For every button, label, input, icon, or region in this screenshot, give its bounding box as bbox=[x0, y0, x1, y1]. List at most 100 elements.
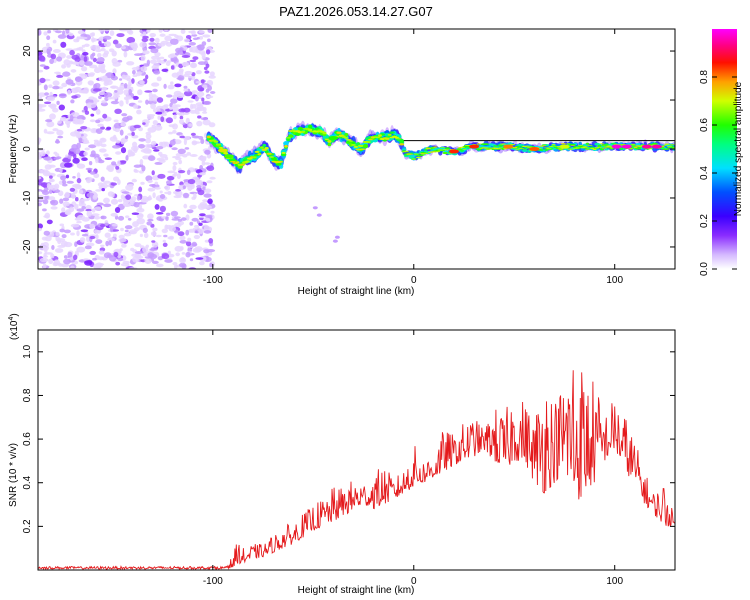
ridge-cell bbox=[442, 151, 448, 155]
noise-cell bbox=[132, 141, 138, 148]
ridge-cell bbox=[368, 138, 373, 141]
ridge-cell bbox=[297, 126, 304, 131]
noise-cell bbox=[39, 64, 46, 67]
noise-cell bbox=[131, 212, 140, 215]
ridge-cell bbox=[662, 144, 667, 146]
noise-cell bbox=[149, 37, 155, 42]
noise-cell bbox=[71, 61, 80, 65]
noise-cell bbox=[185, 241, 192, 247]
noise-cell bbox=[38, 55, 46, 62]
noise-cell bbox=[147, 127, 157, 133]
ridge-cell bbox=[493, 145, 499, 147]
noise-cell bbox=[207, 38, 211, 43]
noise-cell bbox=[140, 54, 146, 62]
ridge-cell bbox=[498, 147, 503, 149]
spectrogram-x-axis-label: Height of straight line (km) bbox=[298, 286, 415, 297]
noise-cell bbox=[152, 260, 159, 264]
noise-cell bbox=[88, 144, 97, 149]
noise-cell bbox=[66, 55, 72, 59]
noise-cell bbox=[140, 198, 149, 203]
noise-cell bbox=[142, 227, 148, 233]
noise-cell bbox=[133, 124, 141, 129]
ridge-cell bbox=[351, 144, 356, 146]
noise-cell bbox=[59, 167, 63, 173]
noise-cell bbox=[80, 126, 88, 130]
ridge-cell bbox=[483, 143, 489, 146]
noise-cell bbox=[176, 173, 181, 180]
noise-cell bbox=[94, 82, 101, 89]
noise-cell bbox=[95, 189, 102, 192]
noise-cell bbox=[159, 56, 165, 60]
colorbar-tick-label: 0.6 bbox=[699, 118, 710, 132]
noise-cell bbox=[90, 113, 95, 117]
noise-cell bbox=[131, 178, 137, 183]
noise-cell bbox=[110, 75, 118, 81]
noise-cell bbox=[46, 219, 53, 225]
snr-panel: -100 0 100 0.2 0.4 0.6 0.8 1.0 Height of strai… bbox=[8, 313, 676, 596]
noise-cell bbox=[149, 184, 156, 187]
noise-cell bbox=[76, 177, 82, 184]
noise-cell bbox=[60, 41, 67, 48]
ridge-cell bbox=[404, 150, 409, 153]
noise-cell bbox=[71, 192, 76, 199]
noise-cell bbox=[173, 171, 178, 177]
noise-cell bbox=[70, 99, 75, 104]
ridge-cell bbox=[560, 143, 566, 145]
noise-cell bbox=[93, 140, 103, 147]
noise-cell bbox=[79, 237, 86, 243]
noise-cell bbox=[40, 169, 49, 174]
noise-cell bbox=[63, 258, 71, 265]
noise-cell bbox=[157, 173, 166, 179]
noise-cell bbox=[134, 243, 142, 248]
noise-cell bbox=[75, 118, 85, 125]
noise-cell bbox=[103, 197, 110, 204]
noise-cell bbox=[63, 229, 71, 234]
noise-cell bbox=[194, 95, 199, 102]
noise-cell bbox=[142, 155, 150, 160]
noise-cell bbox=[90, 45, 99, 50]
noise-cell bbox=[96, 202, 104, 206]
noise-cell bbox=[158, 29, 163, 33]
noise-cell bbox=[168, 225, 172, 231]
noise-cell bbox=[120, 122, 127, 127]
noise-cell bbox=[118, 234, 125, 239]
noise-cell bbox=[179, 115, 184, 120]
noise-cell bbox=[159, 190, 163, 194]
noise-cell bbox=[167, 84, 175, 90]
noise-cell bbox=[75, 197, 79, 202]
noise-cell bbox=[89, 32, 95, 38]
noise-cell bbox=[182, 185, 186, 189]
ridge-cell bbox=[235, 161, 240, 164]
noise-cell bbox=[102, 113, 108, 119]
noise-cell bbox=[98, 148, 107, 153]
noise-cell bbox=[203, 205, 212, 210]
noise-cell bbox=[57, 135, 64, 139]
noise-cell bbox=[54, 183, 60, 190]
noise-cell bbox=[42, 199, 49, 205]
noise-cell bbox=[125, 98, 129, 105]
noise-cell bbox=[72, 183, 81, 188]
noise-cell bbox=[138, 213, 144, 217]
snr-y-ticks: 0.2 0.4 0.6 0.8 1.0 bbox=[22, 344, 675, 533]
noise-cell bbox=[142, 29, 147, 32]
noise-cell bbox=[120, 138, 126, 145]
noise-cell bbox=[187, 75, 193, 79]
noise-cell bbox=[76, 172, 81, 179]
ridge-cell bbox=[349, 140, 354, 142]
ridge-cell bbox=[548, 146, 554, 147]
noise-cell bbox=[74, 203, 79, 210]
ridge-cell bbox=[406, 153, 412, 155]
noise-cell bbox=[131, 78, 135, 84]
colorbar: 0.0 0.2 0.4 0.6 0.8 Normalized spectral ampl… bbox=[699, 29, 744, 276]
noise-cell bbox=[127, 217, 132, 221]
ridge-cell bbox=[424, 148, 428, 151]
noise-cell bbox=[202, 107, 207, 112]
noise-cell bbox=[189, 59, 197, 63]
noise-cell bbox=[64, 210, 70, 215]
noise-cell bbox=[89, 235, 96, 240]
noise-cell bbox=[206, 95, 214, 99]
ridge-cell bbox=[476, 143, 482, 145]
noise-cell bbox=[193, 234, 201, 240]
noise-cell bbox=[117, 257, 124, 262]
noise-cell bbox=[38, 227, 42, 232]
